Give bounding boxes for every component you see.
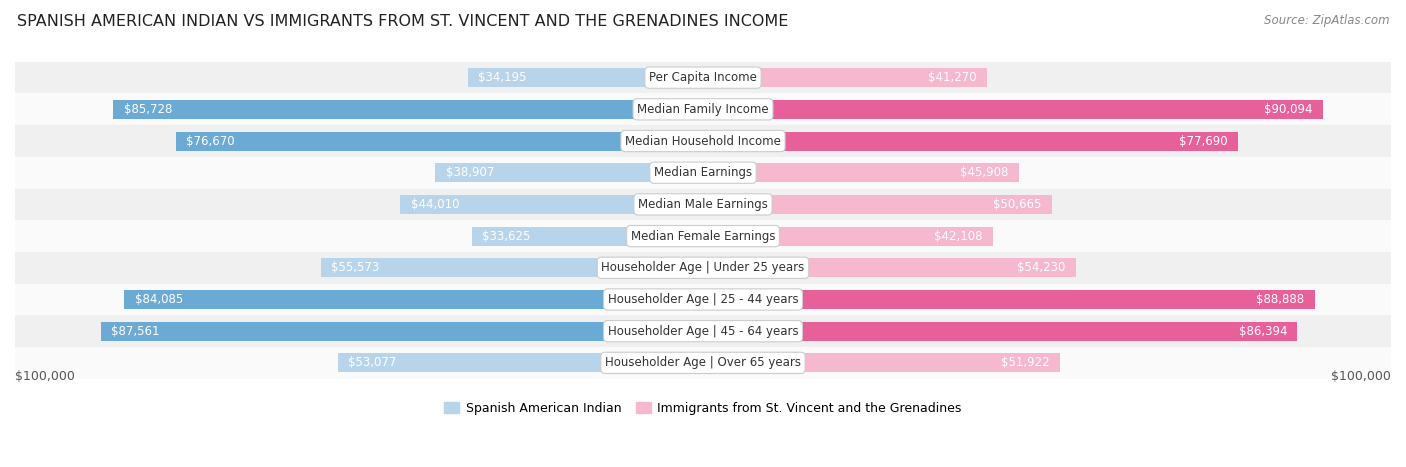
Bar	[15, 93, 1391, 125]
Text: $100,000: $100,000	[15, 370, 75, 383]
Bar	[468, 68, 703, 87]
Bar	[703, 132, 1237, 150]
Bar	[15, 252, 1391, 283]
Text: $55,573: $55,573	[330, 262, 380, 274]
Bar	[15, 347, 1391, 379]
Text: $51,922: $51,922	[1001, 356, 1050, 369]
Text: Householder Age | Over 65 years: Householder Age | Over 65 years	[605, 356, 801, 369]
Text: $85,728: $85,728	[124, 103, 172, 116]
Bar	[125, 290, 703, 309]
Bar	[15, 220, 1391, 252]
Text: Median Male Earnings: Median Male Earnings	[638, 198, 768, 211]
Bar	[15, 157, 1391, 189]
Text: $87,561: $87,561	[111, 325, 159, 338]
Text: $53,077: $53,077	[349, 356, 396, 369]
Text: $76,670: $76,670	[186, 134, 235, 148]
Bar	[15, 283, 1391, 315]
Text: $100,000: $100,000	[1331, 370, 1391, 383]
Text: $84,085: $84,085	[135, 293, 183, 306]
Bar	[703, 68, 987, 87]
Bar	[15, 62, 1391, 93]
Bar	[703, 322, 1298, 341]
Text: Median Household Income: Median Household Income	[626, 134, 780, 148]
Bar	[101, 322, 703, 341]
Bar	[703, 163, 1019, 182]
Bar	[703, 258, 1076, 277]
Text: Householder Age | 45 - 64 years: Householder Age | 45 - 64 years	[607, 325, 799, 338]
Text: $86,394: $86,394	[1239, 325, 1286, 338]
Bar	[703, 100, 1323, 119]
Bar	[15, 189, 1391, 220]
Bar	[703, 290, 1315, 309]
Bar	[176, 132, 703, 150]
Bar	[15, 125, 1391, 157]
Text: Source: ZipAtlas.com: Source: ZipAtlas.com	[1264, 14, 1389, 27]
Text: $44,010: $44,010	[411, 198, 458, 211]
Bar	[703, 226, 993, 246]
Text: SPANISH AMERICAN INDIAN VS IMMIGRANTS FROM ST. VINCENT AND THE GRENADINES INCOME: SPANISH AMERICAN INDIAN VS IMMIGRANTS FR…	[17, 14, 789, 29]
Bar	[703, 354, 1060, 372]
Bar	[471, 226, 703, 246]
Text: $34,195: $34,195	[478, 71, 527, 84]
Bar	[436, 163, 703, 182]
Bar	[703, 195, 1052, 214]
Text: Median Family Income: Median Family Income	[637, 103, 769, 116]
Text: Householder Age | 25 - 44 years: Householder Age | 25 - 44 years	[607, 293, 799, 306]
Text: $50,665: $50,665	[993, 198, 1042, 211]
Bar	[15, 315, 1391, 347]
Text: $88,888: $88,888	[1256, 293, 1305, 306]
Text: $33,625: $33,625	[482, 230, 530, 242]
Bar	[337, 354, 703, 372]
Text: $77,690: $77,690	[1178, 134, 1227, 148]
Text: $54,230: $54,230	[1018, 262, 1066, 274]
Text: Per Capita Income: Per Capita Income	[650, 71, 756, 84]
Text: $45,908: $45,908	[960, 166, 1008, 179]
Legend: Spanish American Indian, Immigrants from St. Vincent and the Grenadines: Spanish American Indian, Immigrants from…	[439, 396, 967, 420]
Text: Median Earnings: Median Earnings	[654, 166, 752, 179]
Text: $41,270: $41,270	[928, 71, 977, 84]
Text: $38,907: $38,907	[446, 166, 494, 179]
Text: $42,108: $42,108	[934, 230, 983, 242]
Bar	[114, 100, 703, 119]
Bar	[321, 258, 703, 277]
Bar	[401, 195, 703, 214]
Text: Householder Age | Under 25 years: Householder Age | Under 25 years	[602, 262, 804, 274]
Text: $90,094: $90,094	[1264, 103, 1313, 116]
Text: Median Female Earnings: Median Female Earnings	[631, 230, 775, 242]
